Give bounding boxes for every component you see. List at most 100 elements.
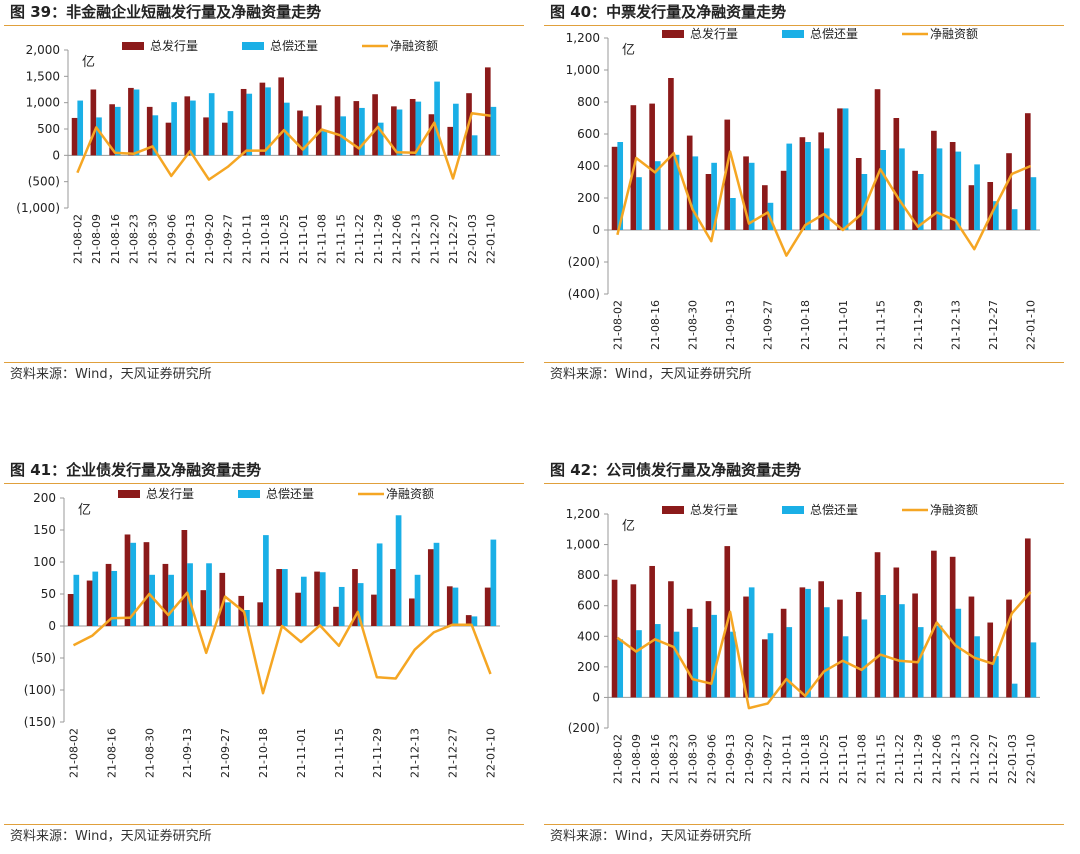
x-tick-label: 22-01-10 — [485, 214, 498, 264]
bar-issuance — [1006, 599, 1012, 698]
bar-repayment — [917, 627, 924, 698]
x-tick-label: 21-09-13 — [724, 734, 737, 784]
x-tick-label: 21-12-13 — [949, 300, 962, 350]
chart-panel-42: 图 42：公司债发行量及净融资量走势 (200) 0 200 400 600 800 1,0… — [544, 458, 1064, 850]
bar-issuance — [780, 608, 787, 698]
bar-repayment — [246, 93, 253, 156]
unit-label: 亿 — [78, 503, 91, 518]
y-tick-label: 1,200 — [566, 31, 600, 45]
x-tick-label: 21-10-18 — [799, 300, 812, 350]
bar-repayment — [206, 563, 212, 626]
bar-issuance — [200, 590, 207, 626]
bar-issuance — [162, 563, 169, 626]
bar-issuance — [724, 119, 731, 230]
bar-repayment — [225, 602, 231, 626]
x-tick-label: 21-08-02 — [611, 300, 624, 350]
bar-issuance — [314, 571, 320, 626]
bar-issuance — [259, 82, 266, 156]
bar-repayment — [936, 625, 943, 698]
bar-repayment — [861, 174, 868, 230]
bar-issuance — [949, 556, 956, 698]
y-tick-label: (150) — [24, 715, 56, 729]
x-tick-label: 21-10-18 — [257, 728, 270, 778]
bar-issuance — [968, 596, 975, 698]
bar-repayment — [395, 515, 402, 626]
bar-repayment — [786, 143, 793, 230]
x-tick-label: 21-09-06 — [705, 734, 718, 784]
bar-issuance — [146, 106, 153, 156]
bar-issuance — [1024, 538, 1031, 698]
bar-repayment — [842, 636, 849, 698]
bar-repayment — [376, 543, 383, 626]
bar-issuance — [333, 606, 339, 626]
bar-issuance — [222, 122, 228, 156]
y-tick-label: 400 — [577, 629, 600, 643]
bar-repayment — [1011, 683, 1018, 698]
x-tick-label: 21-08-30 — [687, 734, 700, 784]
bar-issuance — [240, 88, 247, 156]
y-tick-label: 200 — [33, 491, 56, 505]
bar-repayment — [748, 587, 755, 698]
bar-repayment — [899, 604, 905, 698]
bar-repayment — [636, 630, 642, 698]
bar-issuance — [686, 608, 693, 698]
y-tick-label: (1,000) — [16, 201, 60, 215]
x-tick-label: 21-11-22 — [893, 734, 906, 784]
bar-issuance — [649, 565, 655, 698]
bar-issuance — [427, 549, 434, 626]
bar-repayment — [471, 135, 478, 156]
bar-repayment — [111, 570, 118, 626]
x-tick-label: 22-01-03 — [466, 214, 479, 264]
x-tick-label: 21-09-13 — [184, 214, 197, 264]
unit-label: 亿 — [622, 519, 635, 534]
x-tick-label: 21-08-23 — [668, 734, 681, 784]
bar-repayment — [415, 101, 422, 156]
x-tick-label: 21-11-08 — [316, 214, 329, 264]
bar-repayment — [357, 583, 364, 626]
bar-repayment — [190, 100, 196, 156]
bar-repayment — [208, 93, 215, 156]
bar-repayment — [880, 150, 886, 230]
x-tick-label: 21-08-09 — [630, 734, 643, 784]
bar-repayment — [433, 542, 440, 626]
bar-issuance — [837, 108, 843, 230]
x-tick-label: 21-11-29 — [372, 214, 385, 264]
bar-repayment — [452, 587, 459, 626]
y-tick-label: (100) — [24, 683, 56, 697]
bar-issuance — [818, 581, 824, 698]
chart-svg: (1,000) (500) 0 500 1,000 1,500 2,000 亿 21-08-02… — [16, 38, 500, 264]
bar-issuance — [71, 117, 78, 156]
x-tick-label: 21-09-06 — [165, 214, 178, 264]
x-tick-label: 21-12-13 — [949, 734, 962, 784]
y-tick-label: 200 — [577, 191, 600, 205]
bar-repayment — [396, 109, 403, 156]
bar-repayment — [263, 535, 269, 626]
bar-issuance — [743, 156, 749, 230]
y-tick-label: 1,000 — [26, 96, 60, 110]
y-tick-label: (200) — [568, 255, 600, 269]
x-tick-label: 21-11-01 — [837, 300, 850, 350]
bar-issuance — [409, 98, 416, 156]
chart-svg: (150) (100) (50) 0 50 100 150 200 亿 21-08-02 21-08… — [24, 486, 500, 778]
x-tick-label: 21-12-06 — [391, 214, 404, 264]
bar-repayment — [730, 631, 736, 698]
bar-issuance — [391, 106, 397, 156]
bar-repayment — [824, 148, 830, 230]
x-tick-label: 21-10-11 — [780, 734, 793, 784]
x-tick-label: 21-08-30 — [687, 300, 700, 350]
y-tick-label: 500 — [37, 122, 60, 136]
x-tick-label: 21-11-08 — [856, 734, 869, 784]
y-tick-label: 800 — [577, 568, 600, 582]
legend-swatch — [242, 42, 264, 50]
bar-repayment — [767, 633, 774, 698]
bar-issuance — [334, 96, 341, 156]
x-tick-label: 21-11-29 — [371, 728, 384, 778]
bar-repayment — [284, 102, 290, 156]
x-tick-label: 21-11-29 — [912, 300, 925, 350]
x-tick-label: 21-12-13 — [409, 728, 422, 778]
bar-issuance — [668, 78, 674, 230]
x-tick-label: 21-12-13 — [409, 214, 422, 264]
x-tick-label: 21-09-27 — [762, 300, 775, 350]
bar-repayment — [77, 100, 84, 156]
bar-repayment — [993, 656, 999, 698]
